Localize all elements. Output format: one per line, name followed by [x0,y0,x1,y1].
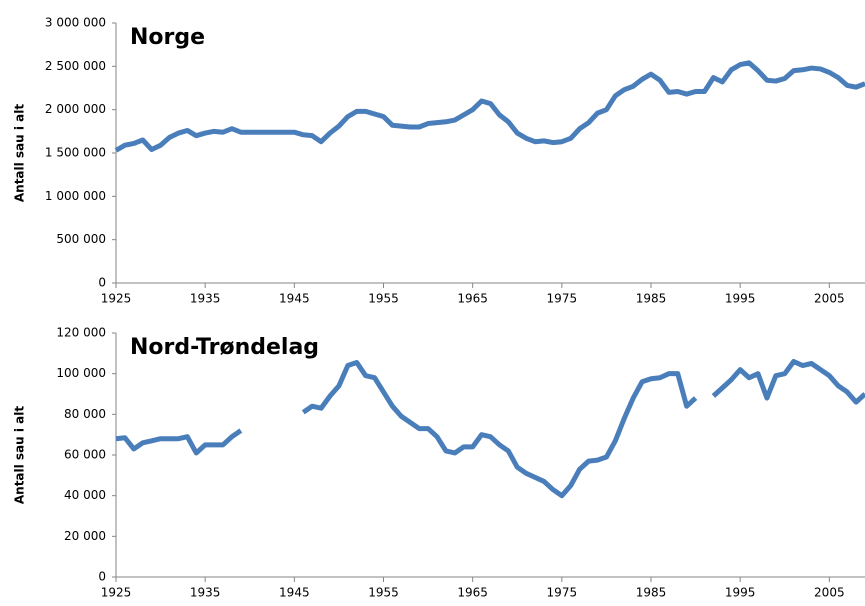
y-tick-label: 120 000 [56,326,106,340]
x-tick-label: 1945 [279,586,310,600]
x-tick-label: 1925 [101,292,132,306]
y-tick-label: 1 500 000 [45,146,106,160]
y-axis-label: Antall sau i alt [13,406,27,505]
x-tick-label: 1955 [368,586,399,600]
y-tick-label: 20 000 [64,529,106,543]
y-tick-label: 60 000 [64,448,106,462]
x-tick-label: 1985 [636,586,667,600]
data-line [115,358,865,499]
x-tick-label: 1945 [279,292,310,306]
data-line [114,60,865,153]
y-tick-label: 40 000 [64,488,106,502]
x-tick-label: 1985 [636,292,667,306]
chart-title: Norge [130,25,205,50]
x-tick-label: 1935 [190,292,221,306]
y-axis-label: Antall sau i alt [13,104,27,203]
x-tick-label: 1995 [725,586,756,600]
x-tick-label: 1965 [457,292,488,306]
y-tick-label: 1 000 000 [45,189,106,203]
x-tick-label: 1925 [101,586,132,600]
y-tick-label: 100 000 [56,366,106,380]
y-tick-label: 3 000 000 [45,16,106,30]
x-tick-label: 2005 [814,292,845,306]
x-tick-label: 1955 [368,292,399,306]
y-tick-label: 2 000 000 [45,102,106,116]
x-tick-label: 1995 [725,292,756,306]
y-tick-label: 500 000 [56,232,106,246]
x-tick-label: 1935 [190,586,221,600]
x-tick-label: 2005 [814,586,845,600]
y-tick-label: 0 [98,276,106,290]
x-tick-label: 1975 [547,586,578,600]
x-tick-label: 1965 [457,586,488,600]
y-tick-label: 80 000 [64,407,106,421]
y-tick-label: 2 500 000 [45,59,106,73]
y-tick-label: 0 [98,570,106,584]
chart-title: Nord-Trøndelag [130,335,319,360]
x-tick-label: 1975 [547,292,578,306]
